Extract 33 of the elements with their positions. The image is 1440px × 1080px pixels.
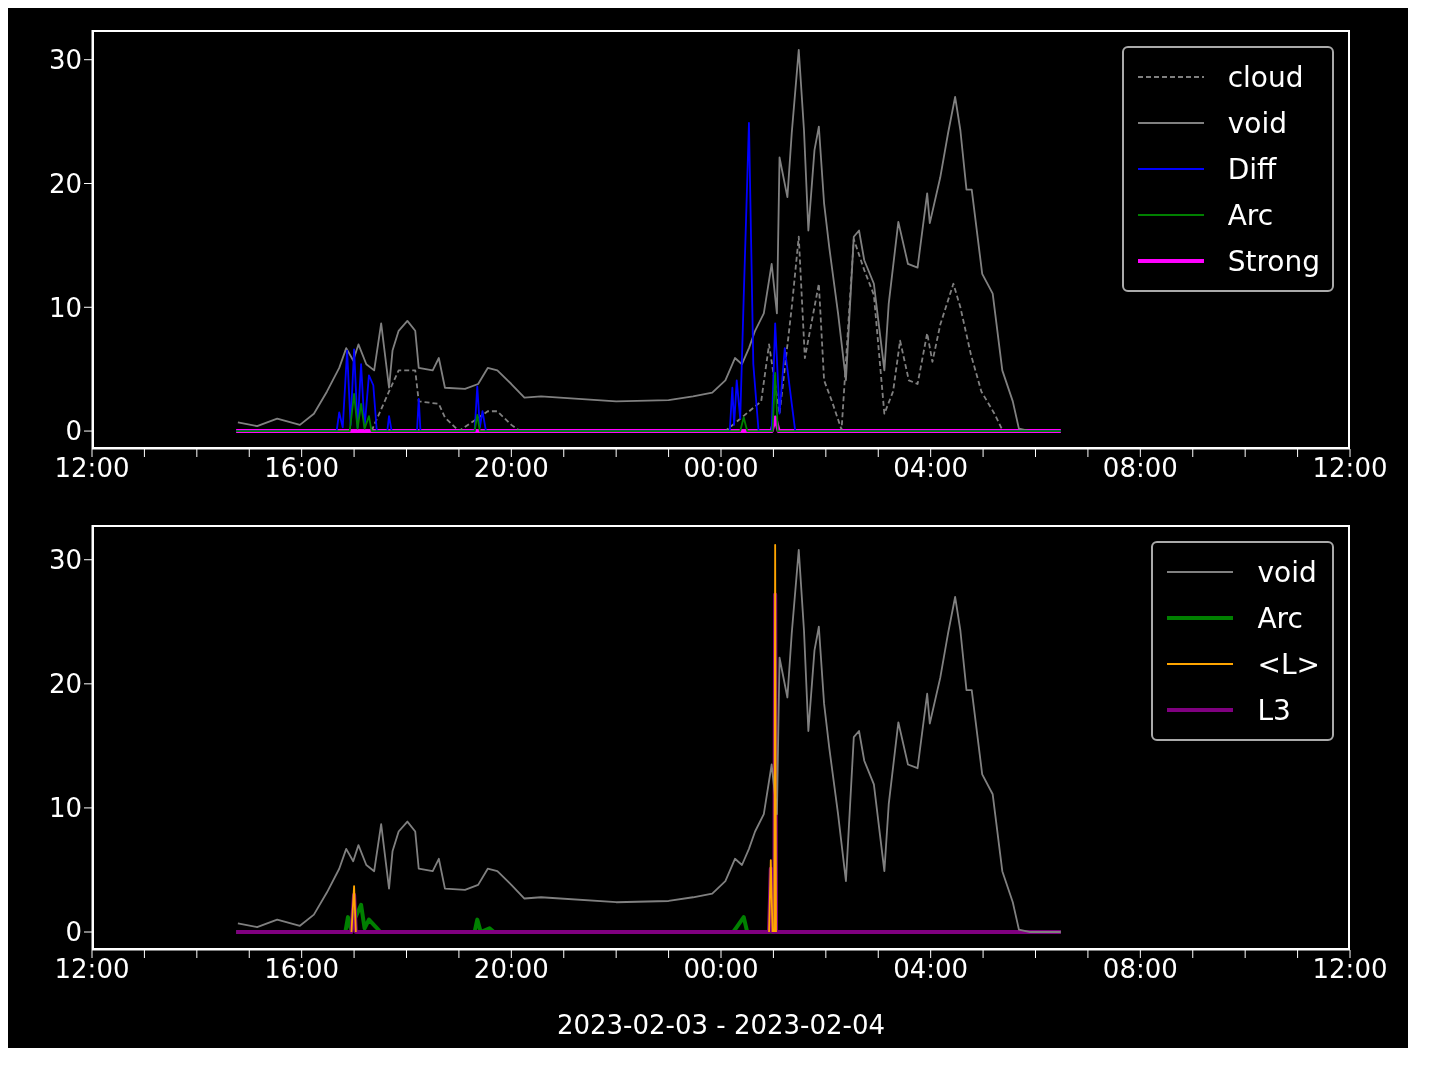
x-tick-label: 20:00 — [473, 453, 549, 484]
legend-label: void — [1257, 555, 1317, 589]
x-tick-label: 20:00 — [473, 954, 549, 985]
y-tick-label: 30 — [48, 544, 82, 575]
x-tick-label: 04:00 — [893, 954, 969, 985]
legend-label: cloud — [1227, 60, 1304, 94]
x-tick-label: 12:00 — [54, 453, 130, 484]
x-tick-label: 12:00 — [1312, 954, 1388, 985]
y-tick-label: 10 — [48, 793, 82, 824]
x-axis-title: 2023-02-03 - 2023-02-04 — [556, 1010, 886, 1040]
y-tick-label: 20 — [48, 669, 82, 700]
y-tick-label: 0 — [65, 416, 82, 447]
legend-label: Arc — [1257, 601, 1303, 635]
y-tick-label: 20 — [48, 168, 82, 199]
line-series — [235, 371, 1062, 432]
legend-label: Strong — [1227, 244, 1320, 278]
x-tick-label: 12:00 — [54, 954, 130, 985]
x-tick-label: 12:00 — [1312, 453, 1388, 484]
x-tick-label: 08:00 — [1102, 453, 1178, 484]
y-tick-label: 0 — [65, 917, 82, 948]
x-tick-label: 16:00 — [264, 453, 340, 484]
legend-label: Diff — [1227, 152, 1277, 186]
legend-label: L3 — [1257, 693, 1291, 727]
y-tick-label: 30 — [48, 44, 82, 75]
x-tick-label: 00:00 — [683, 954, 759, 985]
x-tick-label: 16:00 — [264, 954, 340, 985]
legend-label: <L> — [1257, 647, 1320, 681]
legend-label: void — [1227, 106, 1287, 140]
x-tick-label: 00:00 — [683, 453, 759, 484]
x-tick-label: 04:00 — [893, 453, 969, 484]
x-tick-label: 08:00 — [1102, 954, 1178, 985]
legend-label: Arc — [1227, 198, 1274, 232]
y-tick-label: 10 — [48, 292, 82, 323]
